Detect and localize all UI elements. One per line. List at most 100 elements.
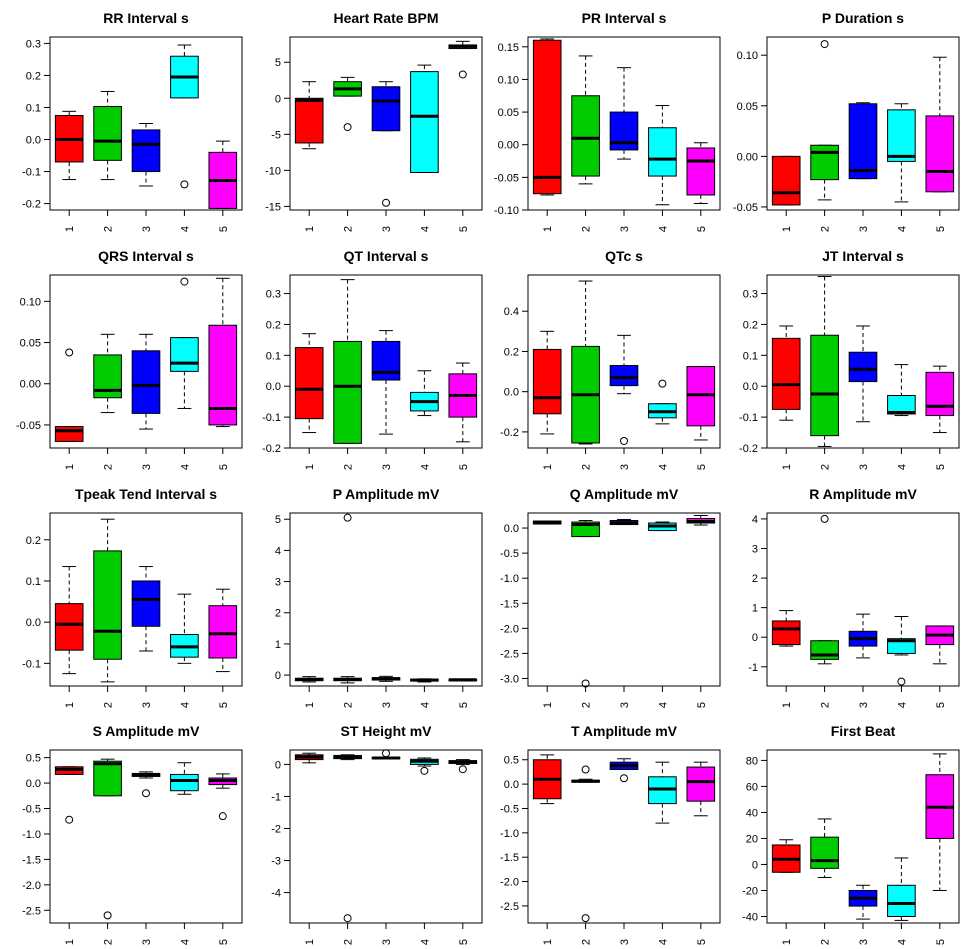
y-tick-label: 0.3 bbox=[26, 38, 41, 50]
iqr-box bbox=[686, 366, 716, 427]
x-tick-label: 1 bbox=[781, 464, 793, 470]
x-tick-label: 4 bbox=[657, 939, 669, 945]
y-tick-label: -1.0 bbox=[22, 829, 41, 841]
outlier-point bbox=[343, 914, 352, 923]
iqr-box bbox=[609, 365, 639, 387]
panel-title: JT Interval s bbox=[822, 248, 904, 264]
box-1 bbox=[771, 610, 801, 647]
x-tick-label: 2 bbox=[343, 939, 355, 945]
box-2 bbox=[333, 513, 362, 684]
box-4 bbox=[648, 379, 677, 425]
x-tick-label: 3 bbox=[858, 939, 870, 945]
plot-frame bbox=[766, 512, 960, 687]
x-tick-label: 5 bbox=[458, 226, 470, 232]
x-tick-label: 2 bbox=[103, 464, 115, 470]
box-3 bbox=[609, 758, 639, 783]
x-tick-label: 5 bbox=[696, 702, 708, 708]
x-tick-label: 5 bbox=[935, 702, 947, 708]
box-1 bbox=[771, 839, 801, 873]
box-2 bbox=[810, 40, 839, 201]
iqr-box bbox=[93, 760, 122, 797]
box-1 bbox=[532, 330, 562, 435]
y-tick-label: -2.5 bbox=[500, 648, 519, 660]
iqr-box bbox=[131, 580, 161, 627]
plot-frame bbox=[289, 512, 483, 687]
plot-frame bbox=[289, 36, 483, 211]
box-1 bbox=[532, 38, 562, 196]
x-tick-label: 2 bbox=[343, 226, 355, 232]
x-tick-label: 4 bbox=[419, 226, 431, 232]
box-5 bbox=[686, 761, 716, 817]
y-tick-label: -0.05 bbox=[494, 172, 519, 184]
iqr-box bbox=[609, 111, 639, 151]
box-1 bbox=[54, 766, 84, 824]
y-tick-label: -1.0 bbox=[500, 828, 519, 840]
box-4 bbox=[170, 277, 199, 409]
x-tick-label: 4 bbox=[657, 464, 669, 470]
box-5 bbox=[925, 56, 955, 193]
x-tick-label: 3 bbox=[141, 939, 153, 945]
y-tick-label: 20 bbox=[746, 833, 758, 845]
x-tick-label: 2 bbox=[103, 226, 115, 232]
box-5 bbox=[448, 362, 478, 443]
x-tick-label: 1 bbox=[781, 226, 793, 232]
box-4 bbox=[410, 678, 439, 683]
outlier-point bbox=[142, 789, 150, 798]
panel-title: QRS Interval s bbox=[98, 248, 194, 264]
x-tick-label: 4 bbox=[657, 702, 669, 708]
x-tick-label: 3 bbox=[141, 464, 153, 470]
box-2 bbox=[333, 279, 362, 444]
iqr-box bbox=[771, 620, 801, 646]
x-tick-label: 3 bbox=[619, 702, 631, 708]
iqr-box bbox=[925, 371, 955, 417]
y-tick-label: 3 bbox=[275, 577, 281, 589]
x-tick-label: 2 bbox=[820, 702, 832, 708]
x-tick-label: 5 bbox=[935, 939, 947, 945]
iqr-box bbox=[848, 351, 878, 383]
outlier-point bbox=[620, 774, 628, 783]
plot-frame bbox=[49, 749, 243, 924]
y-tick-label: -1.0 bbox=[500, 573, 519, 585]
box-1 bbox=[532, 520, 562, 525]
y-tick-label: 0.10 bbox=[20, 296, 41, 308]
box-1 bbox=[771, 155, 801, 206]
box-1 bbox=[294, 676, 324, 683]
y-tick-label: -2.5 bbox=[500, 901, 519, 913]
box-2 bbox=[810, 818, 839, 878]
y-tick-label: 0.2 bbox=[26, 535, 41, 547]
x-tick-label: 4 bbox=[896, 464, 908, 470]
box-4 bbox=[410, 757, 439, 775]
plot-frame bbox=[527, 274, 721, 449]
outlier-point bbox=[581, 914, 590, 923]
panel-12: R Amplitude mV -1 0 1 2 3 4 1 2 3 4 5 bbox=[748, 486, 960, 708]
iqr-box bbox=[887, 394, 916, 415]
outlier-point bbox=[658, 379, 667, 388]
box-1 bbox=[54, 110, 84, 181]
x-tick-label: 4 bbox=[419, 939, 431, 945]
y-tick-label: 0 bbox=[752, 632, 758, 644]
y-tick-label: -4 bbox=[271, 888, 281, 900]
box-3 bbox=[371, 749, 401, 760]
outlier-point bbox=[897, 677, 906, 686]
panel-13: S Amplitude mV -2.5 -2.0 -1.5 -1.0 -0.5 0.0 0.5… bbox=[22, 723, 243, 945]
outlier-point bbox=[65, 815, 74, 824]
y-tick-label: 0.2 bbox=[743, 319, 758, 331]
x-tick-label: 5 bbox=[218, 702, 230, 708]
y-tick-label: 3 bbox=[752, 543, 758, 555]
y-tick-label: -40 bbox=[742, 911, 758, 923]
x-tick-label: 1 bbox=[781, 702, 793, 708]
panel-16: First Beat -40 -20 0 20 40 60 80 1 2 3 4 5 bbox=[742, 723, 960, 945]
box-2 bbox=[333, 76, 362, 132]
outlier-point bbox=[180, 277, 189, 286]
box-3 bbox=[371, 81, 401, 207]
x-tick-label: 1 bbox=[64, 226, 76, 232]
y-tick-label: 0.2 bbox=[504, 346, 519, 358]
box-3 bbox=[131, 771, 161, 798]
y-tick-label: 0 bbox=[752, 859, 758, 871]
iqr-box bbox=[208, 324, 238, 426]
x-tick-label: 3 bbox=[619, 939, 631, 945]
x-tick-label: 2 bbox=[820, 939, 832, 945]
x-tick-label: 1 bbox=[64, 464, 76, 470]
plot-frame bbox=[527, 749, 721, 924]
